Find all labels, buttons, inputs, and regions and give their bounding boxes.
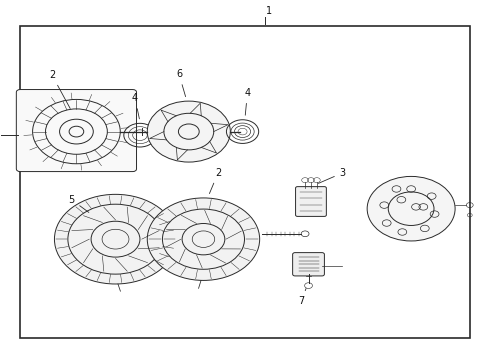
Text: 4: 4 [132,93,139,119]
Circle shape [147,198,260,280]
Text: 7: 7 [298,288,306,306]
Text: 5: 5 [69,195,89,212]
Circle shape [147,101,230,162]
Text: 2: 2 [49,70,70,108]
Text: 2: 2 [209,168,221,194]
Text: 4: 4 [245,88,250,115]
Text: 3: 3 [318,168,346,183]
FancyBboxPatch shape [16,90,137,172]
Text: 1: 1 [266,6,272,16]
Circle shape [367,176,455,241]
FancyBboxPatch shape [293,253,324,276]
Circle shape [54,194,176,284]
Text: 6: 6 [176,69,186,96]
FancyBboxPatch shape [295,186,326,216]
